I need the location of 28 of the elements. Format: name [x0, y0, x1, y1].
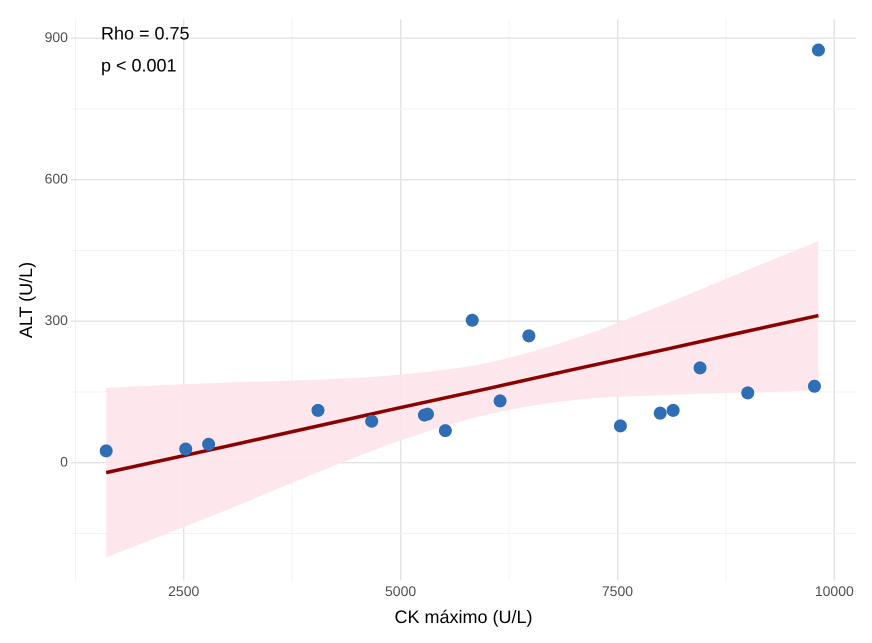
x-tick-label: 7500 — [602, 582, 634, 599]
point — [694, 361, 707, 374]
point — [438, 424, 452, 438]
y-tick-label: 0 — [60, 454, 68, 470]
point — [812, 44, 825, 57]
point — [100, 444, 113, 458]
point — [494, 394, 507, 408]
point — [466, 314, 479, 327]
point — [312, 404, 325, 417]
point — [666, 404, 680, 417]
point — [522, 329, 536, 342]
x-tick-label: 10000 — [814, 582, 854, 599]
point — [808, 380, 821, 393]
y-tick-label: 300 — [44, 312, 68, 328]
y-axis-title: ALT (U/L) — [16, 262, 36, 338]
annotation: p < 0.001 — [100, 55, 177, 76]
y-tick-label: 600 — [44, 170, 68, 187]
point — [654, 406, 667, 420]
point — [179, 442, 192, 456]
annotation: Rho = 0.75 — [100, 23, 190, 44]
point — [365, 414, 378, 428]
y-tick-label: 900 — [44, 29, 68, 46]
point — [202, 438, 216, 451]
point — [741, 386, 754, 400]
x-axis-title: CK máximo (U/L) — [394, 607, 532, 628]
x-tick-label: 2500 — [168, 582, 200, 599]
point — [614, 419, 627, 432]
x-tick-label: 5000 — [385, 582, 416, 599]
